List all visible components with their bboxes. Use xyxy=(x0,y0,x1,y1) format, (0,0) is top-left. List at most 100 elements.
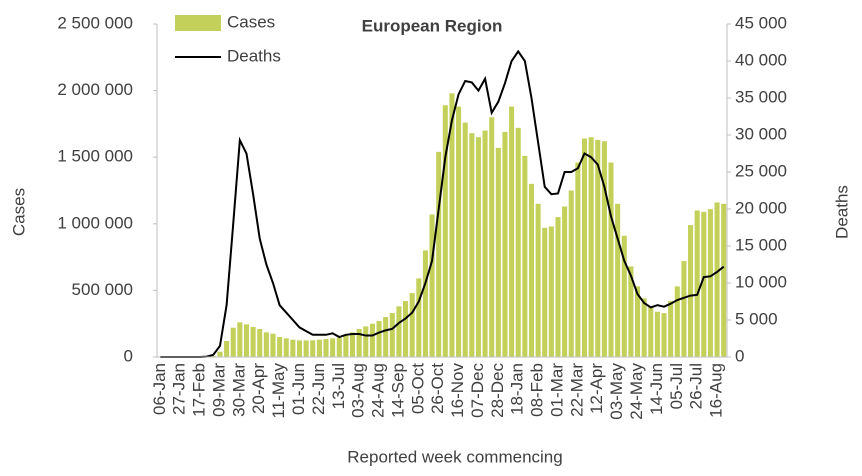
y2-tick-label: 40 000 xyxy=(735,50,787,69)
bar xyxy=(442,105,448,357)
x-tick-label: 01-Mar xyxy=(547,363,566,417)
x-tick-label: 16-Aug xyxy=(707,363,726,418)
bar xyxy=(654,311,660,357)
x-tick-label: 18-Jan xyxy=(508,363,527,415)
bar xyxy=(721,203,727,357)
bar xyxy=(310,340,316,357)
y-axis-title: Cases xyxy=(9,188,28,236)
bar xyxy=(688,225,694,357)
bar xyxy=(608,162,614,357)
bar xyxy=(509,106,515,357)
y2-tick-label: 45 000 xyxy=(735,13,787,32)
x-tick-label: 17-Feb xyxy=(190,363,209,417)
bar xyxy=(489,117,495,358)
line xyxy=(160,49,725,358)
bar xyxy=(528,183,534,357)
y2-tick-label: 0 xyxy=(735,346,744,365)
bar xyxy=(290,339,296,357)
bar xyxy=(403,301,409,357)
bar xyxy=(515,127,521,358)
x-tick-label: 30-Mar xyxy=(229,363,248,417)
bar xyxy=(648,306,654,357)
bar xyxy=(316,339,322,357)
bar xyxy=(257,329,263,357)
bar xyxy=(389,313,395,357)
bar xyxy=(475,137,481,357)
x-tick-label: 01-Jun xyxy=(289,363,308,415)
bar xyxy=(535,203,541,357)
bar xyxy=(635,286,641,357)
bar xyxy=(356,329,362,357)
bar xyxy=(350,332,356,357)
bar xyxy=(336,337,342,357)
y-tick-label: 1 500 000 xyxy=(57,147,133,166)
legend-swatch xyxy=(175,15,221,31)
bar xyxy=(277,337,283,357)
bar xyxy=(237,322,243,357)
bar xyxy=(383,317,389,357)
x-tick-label: 24-May xyxy=(627,363,646,420)
bar xyxy=(369,323,375,357)
bar xyxy=(575,162,581,357)
x-tick-label: 28-Dec xyxy=(488,363,507,418)
bar xyxy=(250,327,256,357)
bar xyxy=(701,211,707,357)
bar xyxy=(707,209,713,357)
x-tick-label: 08-Feb xyxy=(528,363,547,417)
bar xyxy=(495,147,501,357)
bar xyxy=(456,106,462,357)
x-tick-label: 14-Sep xyxy=(388,363,407,418)
bar xyxy=(210,355,216,357)
x-axis-title: Reported week commencing xyxy=(347,447,562,466)
x-tick-label: 03-May xyxy=(607,363,626,420)
y-tick-label: 0 xyxy=(124,346,133,365)
y2-tick-label: 15 000 xyxy=(735,235,787,254)
x-tick-label: 07-Dec xyxy=(468,363,487,418)
y2-tick-label: 10 000 xyxy=(735,272,787,291)
bar xyxy=(628,266,634,357)
bar xyxy=(416,278,422,357)
bar xyxy=(681,261,687,357)
bar xyxy=(588,137,594,357)
bar xyxy=(376,321,382,357)
x-tick-label: 11-May xyxy=(269,363,288,419)
y2-tick-label: 25 000 xyxy=(735,161,787,180)
bar xyxy=(482,130,488,357)
bar xyxy=(224,341,230,357)
x-tick-label: 09-Mar xyxy=(209,363,228,417)
chart-title: European Region xyxy=(362,16,503,35)
x-tick-label: 26-Oct xyxy=(428,363,447,414)
x-tick-label: 27-Jan xyxy=(170,363,189,415)
bar xyxy=(615,203,621,357)
bar xyxy=(562,206,568,357)
bar xyxy=(303,340,309,357)
x-tick-label: 03-Aug xyxy=(349,363,368,418)
bar xyxy=(621,235,627,357)
bar xyxy=(436,151,442,357)
bar xyxy=(714,202,720,357)
bar xyxy=(330,338,336,357)
bar xyxy=(217,351,223,357)
x-tick-label: 22-Mar xyxy=(567,363,586,417)
x-tick-label: 13-Jul xyxy=(329,363,348,409)
bar xyxy=(363,326,369,357)
bar xyxy=(422,250,428,357)
bar xyxy=(296,340,303,357)
bar xyxy=(674,286,680,357)
bar xyxy=(270,333,276,357)
y-tick-label: 1 000 000 xyxy=(57,213,133,232)
bar xyxy=(343,335,349,357)
bar xyxy=(263,332,269,357)
x-tick-label: 05-Oct xyxy=(408,363,427,414)
bar xyxy=(568,190,574,357)
y2-axis-title: Deaths xyxy=(832,185,851,239)
x-tick-label: 20-Apr xyxy=(249,363,268,414)
bar xyxy=(469,133,475,357)
y2-tick-label: 20 000 xyxy=(735,198,787,217)
y-tick-label: 500 000 xyxy=(72,280,133,299)
bar xyxy=(601,141,607,357)
bar xyxy=(581,138,588,357)
bar xyxy=(595,139,601,357)
x-tick-label: 06-Jan xyxy=(150,363,169,415)
